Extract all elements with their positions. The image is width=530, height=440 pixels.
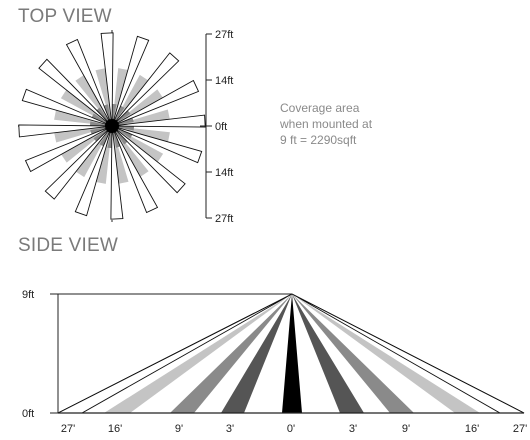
coverage-ray: [44, 125, 113, 200]
side-zone-wedge: [292, 294, 414, 413]
side-zone-wedge: [282, 294, 302, 413]
scale-label-0: 0ft: [215, 121, 227, 133]
side-zone-wedge: [104, 294, 292, 413]
sensor-dot: [105, 119, 119, 133]
coverage-ray: [111, 114, 206, 128]
side-zone-wedge: [292, 294, 364, 413]
side-outline-right: [291, 293, 525, 414]
coverage-note-line-2: when mounted at: [279, 117, 373, 131]
coverage-ray: [112, 74, 149, 126]
coverage-ray: [111, 79, 200, 127]
top-view-rays: [18, 32, 206, 220]
side-view: 9ft 0ft 27' 16' 9' 3' 0' 3' 9' 16' 27': [22, 289, 527, 435]
side-zone-wedge: [170, 294, 292, 413]
x-label-right-27: 27': [513, 423, 527, 435]
y-label-0ft: 0ft: [22, 408, 34, 420]
top-view-title: TOP VIEW: [18, 6, 112, 27]
y-label-9ft: 9ft: [22, 289, 34, 301]
coverage-ray: [111, 125, 203, 164]
coverage-ray: [75, 126, 112, 178]
x-label-right-16: 16': [465, 423, 479, 435]
side-view-wedges: [57, 293, 525, 414]
x-label-left-16: 16': [108, 423, 122, 435]
scale-label-top-14: 14ft: [215, 75, 233, 87]
scale-label-bottom-27: 27ft: [215, 213, 233, 225]
side-zone-wedge: [292, 294, 480, 413]
top-view: 27ft 14ft 0ft 14ft 27ft Coverage area wh…: [18, 29, 373, 225]
x-label-right-3: 3': [349, 423, 357, 435]
coverage-ray: [38, 58, 113, 127]
coverage-ray: [24, 125, 113, 173]
coverage-ray: [110, 125, 124, 220]
coverage-note-line-1: Coverage area: [280, 101, 360, 115]
side-zone-wedge: [221, 294, 292, 413]
coverage-ray: [21, 88, 113, 127]
coverage-ray: [112, 126, 164, 163]
x-label-left-9: 9': [175, 423, 183, 435]
coverage-ray: [65, 38, 113, 127]
coverage-ray: [111, 125, 159, 214]
x-label-left-3: 3': [226, 423, 234, 435]
side-view-title: SIDE VIEW: [18, 235, 118, 256]
x-label-left-27: 27': [61, 423, 75, 435]
coverage-ray: [111, 52, 180, 127]
coverage-note-line-3: 9 ft = 2290sqft: [280, 133, 357, 147]
scale-label-top-27: 27ft: [215, 29, 233, 41]
x-label-right-9: 9': [402, 423, 410, 435]
side-outline-left: [57, 293, 293, 414]
coverage-ray: [111, 125, 186, 194]
coverage-ray: [18, 124, 113, 138]
coverage-ray: [100, 32, 114, 127]
x-label-center-0: 0': [287, 423, 295, 435]
coverage-ray: [111, 35, 150, 127]
scale-label-bottom-14: 14ft: [215, 167, 233, 179]
coverage-ray: [60, 89, 112, 126]
coverage-ray: [74, 125, 113, 217]
